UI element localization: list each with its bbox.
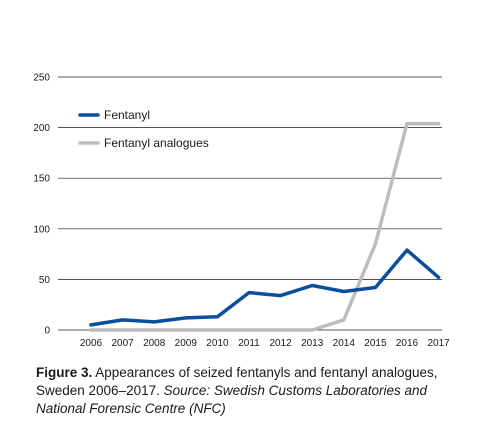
x-tick-label: 2008 [143, 338, 166, 349]
series-lines [89, 121, 441, 332]
y-tick-label: 150 [33, 174, 50, 185]
series-line-fentanyl-analogues [89, 121, 441, 332]
y-tick-label: 0 [44, 326, 50, 337]
x-tick-label: 2009 [175, 338, 198, 349]
caption-source: Source: Swedish Customs Laboratories and… [36, 383, 428, 416]
figure-caption: Figure 3. Appearances of seized fentanyl… [36, 364, 476, 418]
x-tick-label: 2011 [238, 338, 260, 349]
x-tick-label: 2016 [396, 338, 419, 349]
x-tick-label: 2017 [427, 338, 450, 349]
line-chart: 0 50 100 150 200 250 2006 2007 2008 2009 2010 2011… [33, 73, 450, 350]
y-axis-tick-labels: 0 50 100 150 200 250 [33, 73, 50, 337]
caption-text: Appearances of seized fentanyls and fent… [36, 365, 438, 398]
y-tick-label: 200 [33, 123, 50, 134]
y-tick-label: 250 [33, 73, 50, 84]
y-tick-label: 100 [33, 224, 50, 235]
gridlines [58, 76, 442, 331]
x-tick-label: 2010 [206, 338, 229, 349]
x-tick-label: 2014 [333, 338, 356, 349]
caption-label: Figure 3. [36, 365, 93, 380]
x-tick-label: 2012 [269, 338, 292, 349]
x-tick-label: 2007 [111, 338, 134, 349]
x-axis-tick-labels: 2006 2007 2008 2009 2010 2011 2012 2013 2014 2015… [80, 338, 450, 349]
x-tick-label: 2013 [301, 338, 324, 349]
series-line-fentanyl [89, 248, 441, 327]
x-tick-label: 2015 [364, 338, 387, 349]
legend-label: Fentanyl analogues [104, 136, 209, 150]
x-tick-label: 2006 [80, 338, 103, 349]
legend-label: Fentanyl [104, 108, 150, 122]
legend: Fentanyl Fentanyl analogues [78, 108, 209, 150]
y-tick-label: 50 [39, 275, 51, 286]
